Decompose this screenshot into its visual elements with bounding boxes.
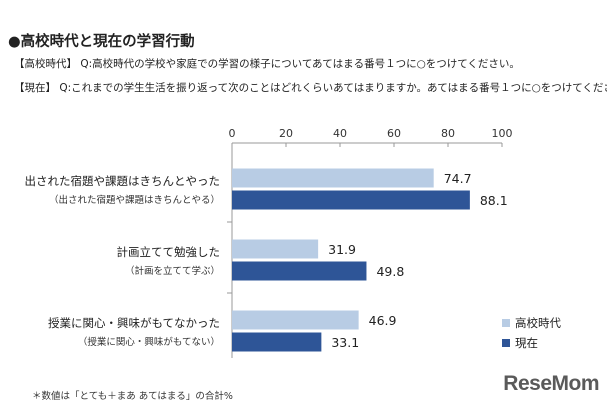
legend-swatch-0 <box>502 319 510 327</box>
category-label-1: 計画立てて勉強した <box>117 245 221 259</box>
footnote: ＊数値は「とても＋まあ あてはまる」の合計% <box>32 391 233 402</box>
x-tick-label-60: 60 <box>387 127 401 140</box>
data-label-0-0: 74.7 <box>444 171 472 186</box>
page-title: ●高校時代と現在の学習行動 <box>8 34 195 50</box>
question-past: 【高校時代】 Q:高校時代の学校や家庭での学習の様子についてあてはまる番号１つに… <box>14 58 520 70</box>
data-label-1-1: 49.8 <box>376 264 404 279</box>
category-sublabel-0: （出された宿題や課題はきちんとやる） <box>49 194 220 206</box>
category-label-2: 授業に関心・興味がもてなかった <box>48 316 220 330</box>
bar-2-0 <box>232 310 359 330</box>
data-label-0-1: 88.1 <box>480 193 508 208</box>
bar-0-0 <box>232 168 434 188</box>
legend-label-1: 現在 <box>515 336 538 350</box>
data-label-2-1: 33.1 <box>331 335 359 350</box>
data-label-1-0: 31.9 <box>328 242 356 257</box>
bar-2-1 <box>232 332 322 352</box>
category-sublabel-2: （授業に関心・興味がもてない） <box>78 336 220 348</box>
x-tick-label-20: 20 <box>279 127 293 140</box>
x-tick-label-100: 100 <box>492 127 513 140</box>
x-tick-label-40: 40 <box>333 127 347 140</box>
bar-0-1 <box>232 190 470 210</box>
x-tick-label-0: 0 <box>229 127 236 140</box>
bar-1-1 <box>232 261 367 281</box>
category-sublabel-1: （計画を立てて学ぶ） <box>125 265 220 277</box>
question-now: 【現在】 Q:これまでの学生生活を振り返って次のことはどれくらいあてはまりますか… <box>14 82 607 94</box>
x-tick-label-80: 80 <box>441 127 455 140</box>
bar-1-0 <box>232 239 319 259</box>
legend-swatch-1 <box>502 339 510 347</box>
data-label-2-0: 46.9 <box>369 313 397 328</box>
category-label-0: 出された宿題や課題はきちんとやった <box>25 174 221 188</box>
resemom-logo: ReseMom <box>503 372 599 395</box>
legend-label-0: 高校時代 <box>515 316 561 330</box>
